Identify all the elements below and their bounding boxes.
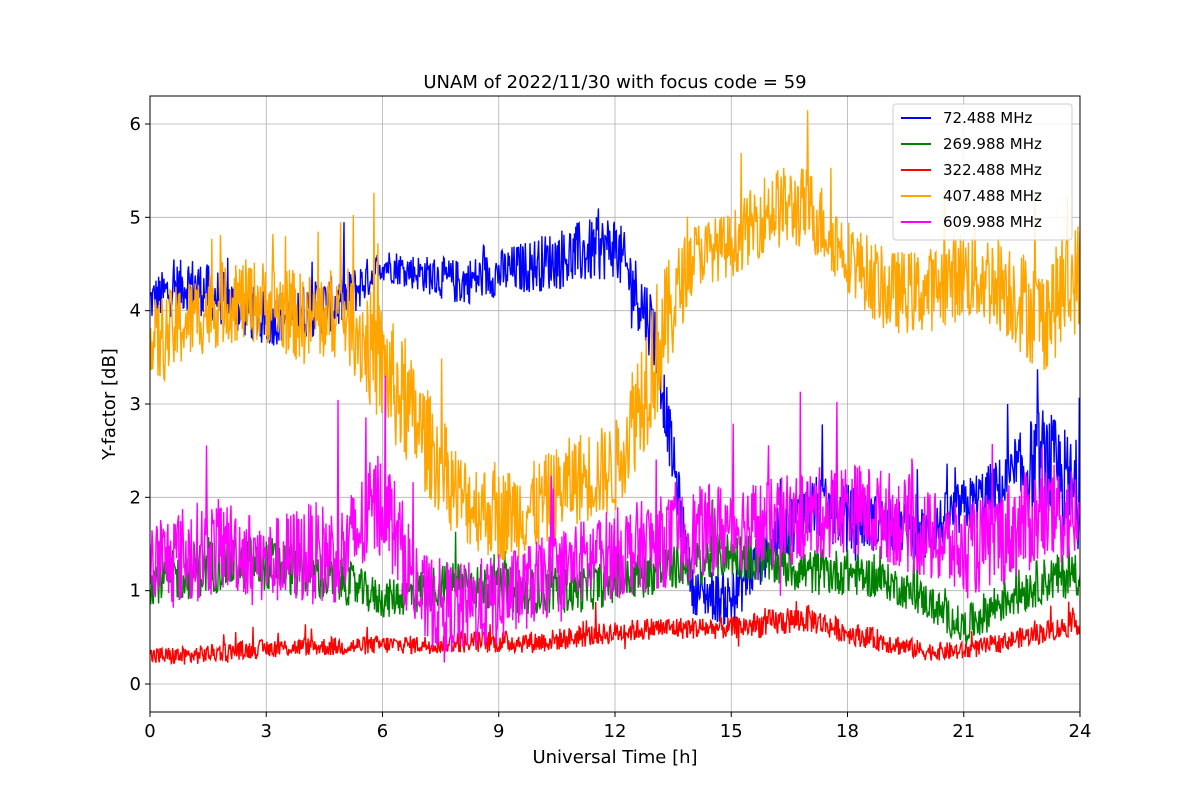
- y-axis: 0 1 2 3 4 5 6: [130, 114, 150, 695]
- y-tick-label: 3: [130, 394, 141, 415]
- x-tick-label: 21: [952, 721, 975, 742]
- y-tick-label: 5: [130, 207, 141, 228]
- x-axis-title: Universal Time [h]: [532, 747, 697, 768]
- legend-label: 72.488 MHz: [943, 109, 1032, 127]
- legend-label: 269.988 MHz: [943, 135, 1042, 153]
- chart-title: UNAM of 2022/11/30 with focus code = 59: [423, 72, 806, 93]
- y-tick-label: 0: [130, 674, 141, 695]
- y-tick-label: 2: [130, 487, 141, 508]
- legend-label: 407.488 MHz: [943, 187, 1042, 205]
- legend-label: 609.988 MHz: [943, 213, 1042, 231]
- x-tick-label: 18: [836, 721, 859, 742]
- x-tick-label: 0: [144, 721, 155, 742]
- y-tick-label: 4: [130, 301, 141, 322]
- x-tick-label: 24: [1069, 721, 1092, 742]
- x-tick-label: 12: [604, 721, 627, 742]
- y-tick-label: 1: [130, 581, 141, 602]
- x-tick-label: 6: [377, 721, 388, 742]
- x-tick-label: 15: [720, 721, 743, 742]
- x-tick-label: 3: [261, 721, 272, 742]
- x-axis: 0 3 6 9 12 15 18 21 24: [144, 712, 1091, 742]
- series-line: [150, 375, 1080, 663]
- series-line: [150, 110, 1080, 561]
- y-axis-title: Y-factor [dB]: [99, 348, 120, 461]
- y-tick-label: 6: [130, 114, 141, 135]
- legend: 72.488 MHz 269.988 MHz 322.488 MHz 407.488 …: [892, 103, 1073, 241]
- plot-area: [150, 110, 1080, 666]
- legend-label: 322.488 MHz: [943, 161, 1042, 179]
- legend-box: [892, 103, 1073, 241]
- series-line: [150, 601, 1080, 666]
- x-tick-label: 9: [493, 721, 504, 742]
